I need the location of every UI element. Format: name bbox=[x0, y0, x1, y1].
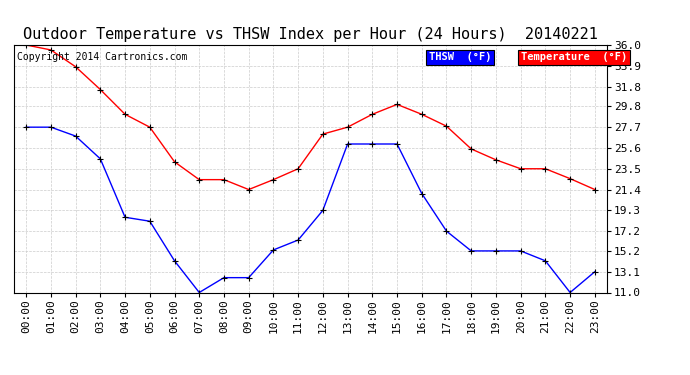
Text: Copyright 2014 Cartronics.com: Copyright 2014 Cartronics.com bbox=[17, 53, 187, 62]
Title: Outdoor Temperature vs THSW Index per Hour (24 Hours)  20140221: Outdoor Temperature vs THSW Index per Ho… bbox=[23, 27, 598, 42]
Text: Temperature  (°F): Temperature (°F) bbox=[521, 53, 627, 62]
Text: THSW  (°F): THSW (°F) bbox=[429, 53, 492, 62]
